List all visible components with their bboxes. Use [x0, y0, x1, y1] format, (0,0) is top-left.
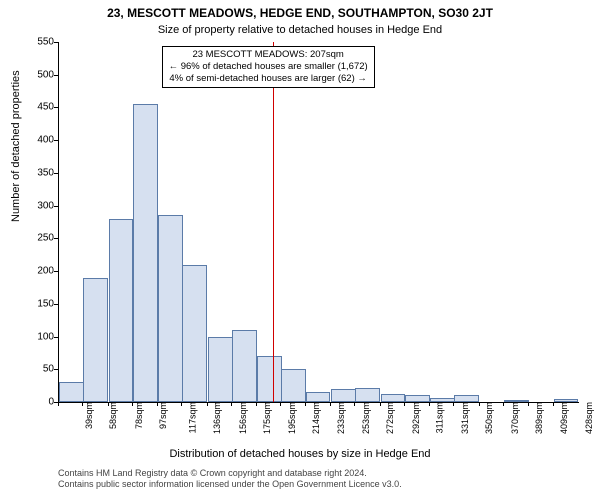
x-tick-label: 272sqm [385, 402, 395, 434]
x-tick-label: 350sqm [484, 402, 494, 434]
histogram-bar [182, 265, 207, 402]
x-tick-label: 428sqm [584, 402, 594, 434]
x-tick-label: 58sqm [108, 402, 118, 429]
y-tick-label: 0 [0, 397, 54, 408]
x-tick-label: 389sqm [534, 402, 544, 434]
x-tick-label: 331sqm [460, 402, 470, 434]
x-tick-label: 409sqm [559, 402, 569, 434]
annotation-line2: ← 96% of detached houses are smaller (1,… [169, 61, 368, 73]
histogram-bar [208, 337, 233, 402]
x-tick-label: 311sqm [434, 402, 444, 433]
y-tick-label: 350 [0, 167, 54, 178]
x-tick-label: 117sqm [188, 402, 198, 433]
x-tick-label: 370sqm [510, 402, 520, 434]
plot-area [58, 42, 579, 403]
y-tick-label: 550 [0, 37, 54, 48]
histogram-bar [59, 382, 84, 402]
y-tick-label: 150 [0, 298, 54, 309]
histogram-bar [133, 104, 158, 402]
x-tick-label: 253sqm [361, 402, 371, 434]
histogram-bar [281, 369, 306, 402]
histogram-bar [109, 219, 134, 402]
histogram-bar [306, 392, 331, 402]
histogram-bar [331, 389, 356, 402]
y-tick-label: 500 [0, 69, 54, 80]
annotation-box: 23 MESCOTT MEADOWS: 207sqm← 96% of detac… [162, 46, 375, 88]
y-tick-label: 400 [0, 135, 54, 146]
footer-line1: Contains HM Land Registry data © Crown c… [58, 468, 402, 479]
histogram-bar [381, 394, 406, 402]
chart-title-main: 23, MESCOTT MEADOWS, HEDGE END, SOUTHAMP… [0, 6, 600, 20]
x-tick-label: 97sqm [158, 402, 168, 429]
x-tick-label: 292sqm [411, 402, 421, 434]
histogram-bar [83, 278, 108, 402]
footer-attribution: Contains HM Land Registry data © Crown c… [58, 468, 402, 490]
footer-line2: Contains public sector information licen… [58, 479, 402, 490]
x-tick-label: 233sqm [336, 402, 346, 434]
histogram-bar [257, 356, 282, 402]
y-tick-label: 100 [0, 331, 54, 342]
x-tick-label: 78sqm [134, 402, 144, 429]
x-tick-label: 195sqm [287, 402, 297, 434]
x-tick-label: 136sqm [212, 402, 222, 434]
y-tick-label: 300 [0, 200, 54, 211]
y-tick-label: 450 [0, 102, 54, 113]
property-marker-line [273, 42, 274, 402]
x-tick-label: 156sqm [238, 402, 248, 434]
x-tick-label: 175sqm [262, 402, 272, 434]
y-tick-label: 50 [0, 364, 54, 375]
histogram-bar [232, 330, 257, 402]
y-tick-label: 200 [0, 266, 54, 277]
y-tick-label: 250 [0, 233, 54, 244]
histogram-bar [355, 388, 380, 402]
chart-title-sub: Size of property relative to detached ho… [0, 24, 600, 36]
annotation-line1: 23 MESCOTT MEADOWS: 207sqm [169, 49, 368, 61]
annotation-line3: 4% of semi-detached houses are larger (6… [169, 73, 368, 85]
x-tick-label: 39sqm [84, 402, 94, 429]
x-axis-label: Distribution of detached houses by size … [0, 448, 600, 460]
histogram-bar [158, 215, 183, 402]
x-tick-label: 214sqm [312, 402, 322, 434]
